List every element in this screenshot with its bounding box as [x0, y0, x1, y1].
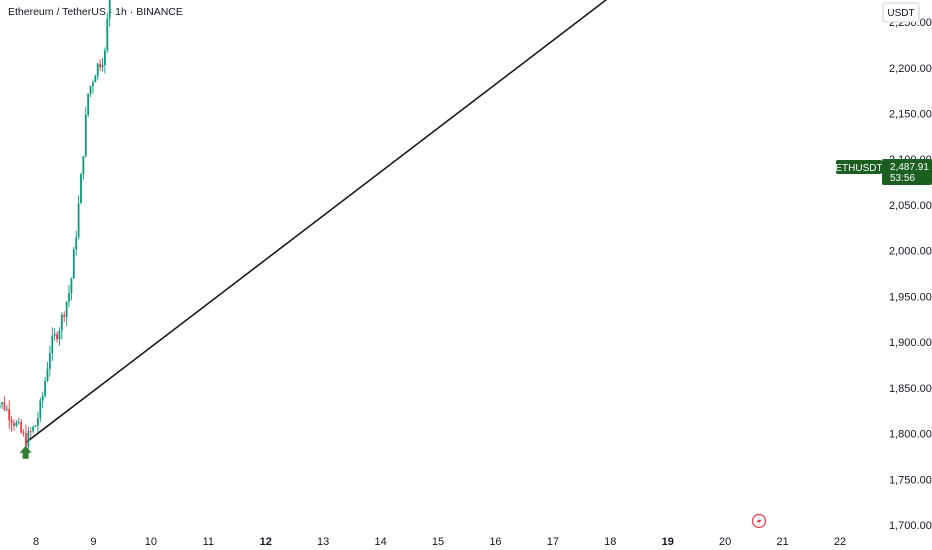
candles-layer	[0, 0, 111, 449]
y-tick-label: 2,150.00	[889, 108, 932, 120]
x-tick-label: 21	[776, 536, 788, 548]
currency-badge[interactable]: USDT	[882, 2, 920, 23]
candle	[3, 396, 6, 412]
candle	[75, 230, 78, 256]
candle	[96, 62, 99, 80]
candle	[56, 330, 58, 343]
candle	[60, 312, 63, 340]
trendline[interactable]	[25, 0, 823, 444]
candle	[82, 155, 85, 180]
candle	[22, 429, 25, 437]
price-badge-price: 2,487.91	[890, 162, 929, 173]
candle	[51, 327, 54, 361]
candle	[13, 419, 15, 431]
y-tick-label: 1,850.00	[889, 383, 932, 395]
candle	[92, 79, 94, 94]
lightning-icon[interactable]	[751, 513, 767, 529]
candle	[106, 12, 109, 53]
up-arrow-icon[interactable]	[19, 445, 32, 459]
symbol-label-text: ETHUSDT	[835, 163, 882, 174]
markers-layer	[19, 445, 32, 459]
x-tick-label: 14	[374, 536, 386, 548]
x-tick-label: 17	[547, 536, 559, 548]
candle	[65, 300, 68, 326]
price-badge: 2,487.91 53:56	[882, 159, 932, 185]
candle	[89, 85, 92, 98]
x-tick-label: 12	[260, 536, 272, 548]
y-tick-label: 2,050.00	[889, 200, 932, 212]
candle	[46, 362, 49, 383]
candle	[77, 195, 80, 240]
y-tick-label: 1,800.00	[889, 429, 932, 441]
x-tick-label: 20	[719, 536, 731, 548]
candle	[99, 59, 102, 72]
x-tick-label: 15	[432, 536, 444, 548]
price-badge-countdown: 53:56	[890, 173, 915, 184]
candle	[70, 277, 73, 301]
candle	[53, 328, 56, 341]
candle	[101, 58, 104, 72]
candle	[68, 285, 70, 308]
candle	[17, 417, 20, 425]
candle	[80, 172, 82, 204]
x-tick-label: 22	[834, 536, 846, 548]
candle	[1, 401, 3, 409]
candle	[10, 416, 13, 432]
candle	[39, 397, 42, 423]
candle	[5, 404, 8, 412]
candle	[72, 247, 75, 279]
candle	[94, 74, 97, 83]
candle	[25, 424, 27, 449]
chart-title: Ethereum / TetherUS · 1h · BINANCE	[8, 6, 183, 18]
x-tick-label: 8	[33, 536, 39, 548]
x-tick-label: 13	[317, 536, 329, 548]
candle	[63, 311, 66, 323]
currency-badge-label: USDT	[887, 8, 914, 19]
candle	[108, 0, 111, 27]
x-tick-label: 10	[145, 536, 157, 548]
x-tick-label: 16	[489, 536, 501, 548]
candle	[27, 426, 30, 449]
candle	[87, 93, 90, 118]
symbol-label: ETHUSDT	[835, 160, 883, 174]
x-tick-label: 19	[662, 536, 674, 548]
candle	[32, 425, 35, 434]
candle	[20, 418, 23, 434]
candle	[0, 401, 1, 415]
y-tick-label: 2,200.00	[889, 63, 932, 75]
candle	[44, 376, 46, 398]
x-axis: 8 9 10 11 12 13 14 15 16 17 18 19 20 21 22	[33, 536, 846, 548]
candle	[37, 411, 39, 432]
candle	[8, 400, 11, 430]
y-tick-label: 2,000.00	[889, 246, 932, 258]
y-tick-label: 1,750.00	[889, 474, 932, 486]
trendline-layer	[25, 0, 823, 444]
y-axis: 1,700.00 1,750.00 1,800.00 1,850.00 1,900.00…	[889, 17, 932, 532]
y-tick-label: 1,950.00	[889, 291, 932, 303]
x-tick-label: 11	[203, 536, 214, 548]
candle	[29, 427, 32, 439]
y-tick-label: 1,900.00	[889, 337, 932, 349]
candle	[58, 327, 61, 346]
candle	[104, 47, 106, 74]
candle	[34, 425, 37, 428]
candle	[41, 391, 44, 409]
candle	[48, 346, 51, 377]
x-tick-label: 9	[90, 536, 96, 548]
x-tick-label: 18	[604, 536, 616, 548]
candle	[15, 420, 18, 428]
y-tick-label: 1,700.00	[889, 520, 932, 532]
candle	[84, 107, 87, 158]
